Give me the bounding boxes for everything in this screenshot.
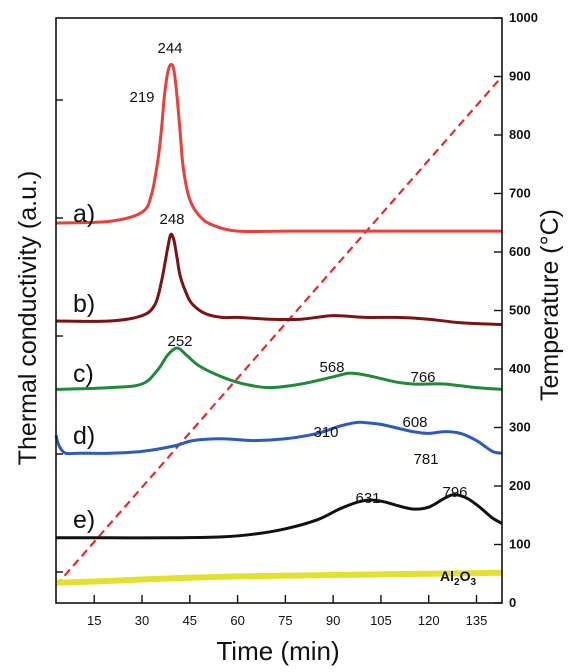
peak-label: 608	[402, 414, 427, 431]
right-y-tick-label: 400	[509, 361, 531, 376]
right-y-tick-label: 0	[509, 595, 516, 610]
x-tick-label: 135	[466, 613, 488, 628]
x-tick-label: 45	[183, 613, 197, 628]
series-line-e	[55, 493, 503, 540]
axes-frame	[55, 17, 503, 604]
left-axis-title: Thermal conductivity (a.u.)	[14, 171, 42, 466]
x-tick-label: 60	[230, 613, 244, 628]
tick-layer: 15 30 45 60 75 90 105 120 135 0 100 200 300 400 500 600…	[56, 10, 538, 628]
right-y-tick-label: 600	[509, 244, 531, 259]
series-line-d	[54, 420, 503, 456]
right-y-tick-label: 500	[509, 303, 531, 318]
right-y-tick-label: 900	[509, 69, 531, 84]
series-label-b: b)	[73, 290, 95, 318]
peak-label: 310	[313, 424, 338, 441]
x-tick-label: 120	[418, 613, 440, 628]
series-line-b	[55, 232, 503, 327]
series-line-a	[55, 62, 502, 234]
right-y-tick-label: 1000	[509, 10, 538, 25]
x-tick-label: 30	[135, 613, 149, 628]
series-layer	[54, 62, 503, 587]
plot-frame	[55, 17, 503, 604]
x-tick-label: 105	[370, 613, 392, 628]
peak-label: 631	[355, 490, 380, 507]
series-label-c: c)	[73, 360, 94, 388]
series-line-c	[55, 346, 503, 391]
x-tick-label: 15	[87, 613, 101, 628]
x-tick-label: 90	[326, 613, 340, 628]
peak-label: 248	[159, 211, 184, 228]
annotation-layer: a) b) c) d) e) Al2O3 244 219 248 252 568 766 310 608 7…	[73, 40, 476, 588]
peak-label: 796	[442, 484, 467, 501]
right-y-tick-label: 300	[509, 420, 531, 435]
peak-label: 568	[319, 359, 344, 376]
peak-label: 244	[157, 40, 182, 57]
right-y-tick-label: 800	[509, 127, 531, 142]
right-y-tick-label: 200	[509, 478, 531, 493]
temperature-line	[55, 75, 503, 587]
peak-label: 252	[167, 333, 192, 350]
right-axis-title: Temperature (°C)	[536, 209, 564, 401]
peak-label: 766	[410, 369, 435, 386]
series-label-a: a)	[73, 200, 95, 228]
right-y-tick-label: 100	[509, 537, 531, 552]
peak-label: 219	[129, 89, 154, 106]
series-line-al2o3	[55, 569, 503, 586]
series-label-al2o3: Al2O3	[440, 568, 476, 588]
x-axis-title: Time (min)	[216, 636, 339, 666]
peak-label: 781	[413, 451, 438, 468]
right-y-tick-label: 700	[509, 186, 531, 201]
x-tick-label: 75	[278, 613, 292, 628]
series-label-d: d)	[73, 422, 95, 450]
series-label-e: e)	[73, 506, 95, 534]
